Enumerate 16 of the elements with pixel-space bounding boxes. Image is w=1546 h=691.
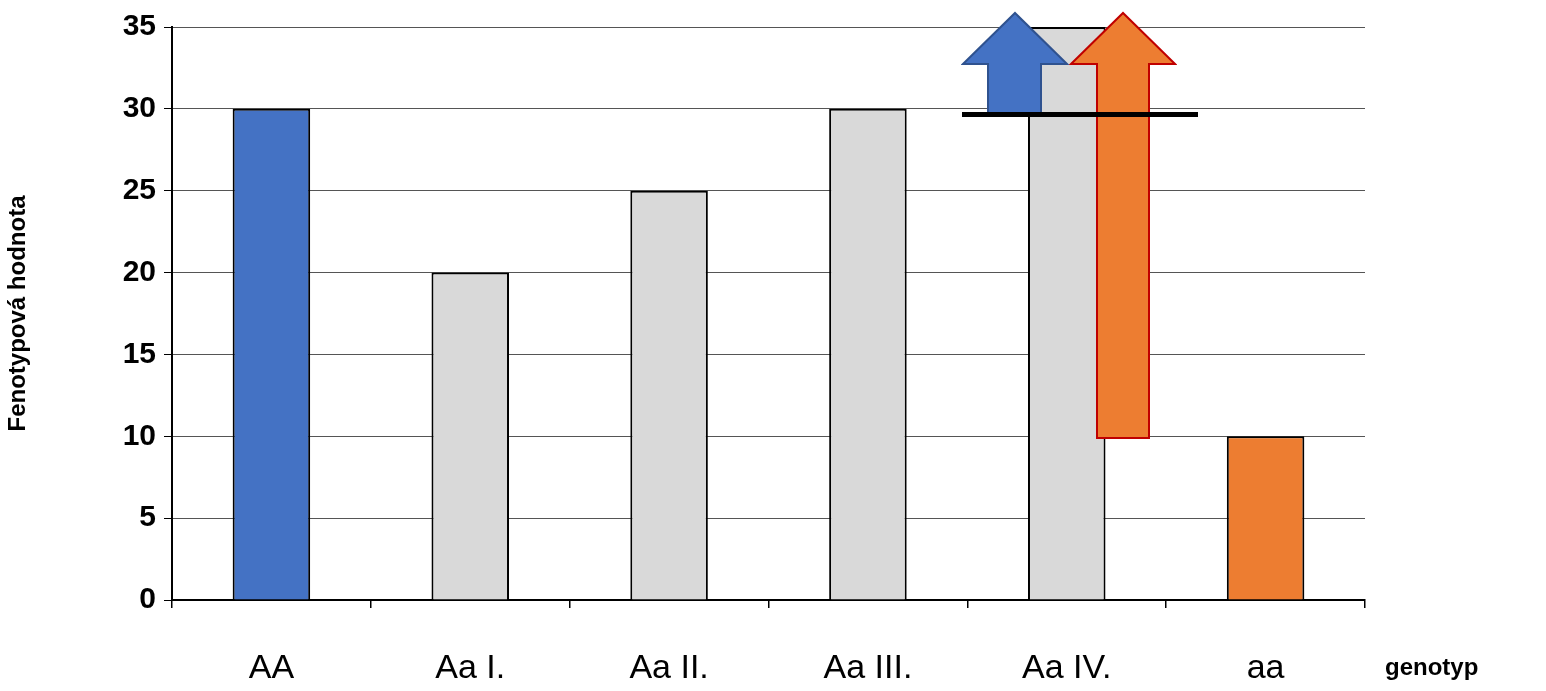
x-tick-label: Aa III. [823,646,913,685]
y-tick-label: 30 [122,90,156,124]
x-tick-label: Aa IV. [1022,646,1112,685]
y-tick-label: 25 [122,171,156,205]
x-tick-label: aa [1246,646,1285,685]
y-tick-label: 20 [122,253,156,287]
y-tick-label: 35 [122,8,156,42]
x-tick-label: Aa II. [629,646,709,685]
x-tick-label: Aa I. [435,646,506,685]
y-tick-label: 10 [122,417,156,451]
x-tick-label: AA [248,646,295,685]
x-axis-title: genotyp [1385,652,1479,680]
y-tick-label: 0 [139,581,156,615]
y-tick-label: 5 [139,499,156,533]
y-tick-label: 15 [122,335,156,369]
y-axis-title: Fenotypová hodnota [3,194,31,432]
